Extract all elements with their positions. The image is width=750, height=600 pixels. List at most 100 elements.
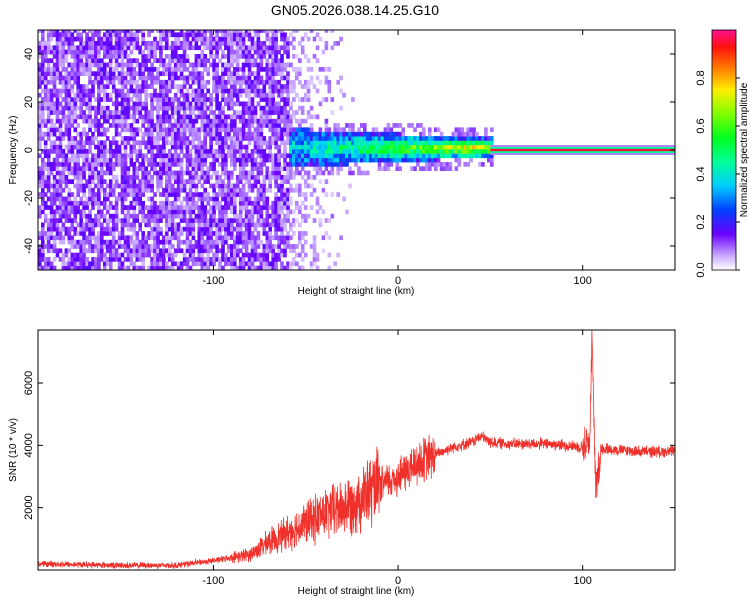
spectrogram-cell bbox=[61, 166, 66, 171]
spectrogram-cell bbox=[147, 114, 151, 120]
spectrogram-cell bbox=[312, 153, 317, 159]
spectrogram-cell bbox=[141, 105, 145, 111]
spectrogram-cell bbox=[253, 183, 258, 189]
spectrogram-cell bbox=[58, 131, 63, 137]
spectrogram-cell bbox=[135, 170, 140, 176]
spectrogram-cell bbox=[79, 222, 83, 228]
spectrogram-cell bbox=[442, 149, 447, 154]
spectrogram-cell bbox=[126, 41, 131, 46]
spectrogram-cell bbox=[280, 54, 284, 59]
spectrogram-cell bbox=[451, 131, 456, 137]
spectrogram-cell bbox=[206, 30, 210, 33]
spectrogram-cell bbox=[351, 144, 355, 150]
spectrogram-cell bbox=[67, 192, 72, 197]
spectrogram-cell bbox=[61, 75, 66, 81]
spectrogram-cell bbox=[298, 205, 302, 210]
spectrogram-cell bbox=[108, 248, 113, 254]
spectrogram-cell bbox=[404, 140, 408, 146]
spectrogram-cell bbox=[247, 75, 252, 81]
spectrogram-cell bbox=[97, 205, 101, 210]
spectrogram-cell bbox=[67, 136, 72, 141]
spectrogram-cell bbox=[147, 144, 151, 150]
spectrogram-cell bbox=[253, 75, 258, 81]
spectrogram-cell bbox=[170, 131, 175, 137]
spectrogram-cell bbox=[129, 131, 134, 137]
spectrogram-cell bbox=[97, 144, 101, 150]
spectrogram-cell bbox=[82, 110, 86, 115]
spectrogram-cell bbox=[76, 32, 80, 38]
spectrogram-cell bbox=[203, 175, 207, 180]
spectrogram-cell bbox=[292, 175, 296, 180]
spectrogram-cell bbox=[203, 261, 207, 267]
spectrogram-cell bbox=[315, 58, 320, 63]
spectrogram-cell bbox=[88, 149, 92, 154]
spectrogram-cell bbox=[185, 67, 190, 72]
spectrogram-cell bbox=[227, 97, 231, 102]
spectrogram-cell bbox=[168, 226, 172, 232]
spectrogram-cell bbox=[277, 110, 281, 115]
spectrogram-cell bbox=[97, 84, 101, 89]
spectrogram-cell bbox=[233, 92, 237, 98]
spectrogram-cell bbox=[129, 226, 134, 232]
spectrogram-cell bbox=[43, 183, 48, 189]
spectrogram-cell bbox=[247, 218, 252, 223]
spectrogram-cell bbox=[88, 75, 92, 81]
spectrogram-cell bbox=[153, 218, 157, 223]
spectrogram-cell bbox=[247, 257, 252, 262]
spectrogram-cell bbox=[197, 235, 202, 241]
spectrogram-cell bbox=[114, 118, 119, 124]
spectrogram-cell bbox=[38, 114, 42, 120]
spectrogram-cell bbox=[247, 183, 252, 189]
spectrogram-cell bbox=[141, 84, 145, 89]
spectrogram-cell bbox=[79, 265, 83, 270]
spectrogram-cell bbox=[88, 45, 92, 51]
spectrogram-cell bbox=[309, 205, 314, 210]
spectrogram-cell bbox=[298, 265, 302, 270]
spectrogram-cell bbox=[105, 45, 110, 51]
spectrogram-cell bbox=[58, 200, 63, 206]
spectrogram-cell bbox=[129, 192, 134, 197]
spectrogram-cell bbox=[103, 153, 107, 159]
spectrogram-cell bbox=[374, 153, 379, 159]
spectrogram-cell bbox=[41, 239, 45, 245]
spectrogram-cell bbox=[117, 261, 122, 267]
spectrogram-cell bbox=[173, 187, 178, 193]
spectrogram-cell bbox=[49, 213, 54, 219]
spectrogram-cell bbox=[82, 257, 86, 262]
spectrogram-cell bbox=[41, 75, 45, 81]
spectrogram-cell bbox=[407, 136, 411, 141]
spectrogram-cell bbox=[315, 170, 320, 176]
spectrogram-cell bbox=[170, 45, 175, 51]
spectrogram-cell bbox=[271, 175, 275, 180]
spectrogram-cell bbox=[283, 45, 287, 51]
spectrogram-cell bbox=[197, 222, 202, 228]
spectrogram-cell bbox=[250, 231, 255, 236]
colorbar-label: Normalized spectral amplitude bbox=[739, 82, 750, 217]
spectrogram-cell bbox=[46, 196, 51, 202]
spectrogram-cell bbox=[55, 54, 60, 59]
spectrogram-cell bbox=[235, 131, 240, 137]
spectrogram-cell bbox=[43, 140, 48, 146]
spectrogram-cell bbox=[70, 36, 75, 42]
spectrogram-cell bbox=[295, 149, 299, 154]
spectrogram-cell bbox=[79, 105, 83, 111]
spectrogram-cell bbox=[165, 88, 169, 94]
spectrogram-cell bbox=[197, 30, 202, 33]
spectrogram-cell bbox=[79, 110, 83, 115]
spectrogram-cell bbox=[363, 123, 367, 128]
spectrogram-cell bbox=[333, 157, 337, 163]
spectrogram-cell bbox=[324, 157, 329, 163]
spectrogram-cell bbox=[188, 179, 193, 184]
spectrogram-cell bbox=[141, 179, 145, 184]
spectrogram-cell bbox=[94, 45, 98, 51]
spectrogram-cell bbox=[265, 231, 270, 236]
spectrogram-cell bbox=[336, 149, 340, 154]
spectrogram-cell bbox=[212, 209, 216, 215]
spectrogram-cell bbox=[200, 75, 205, 81]
spectrogram-cell bbox=[262, 30, 267, 33]
spectrogram-cell bbox=[215, 71, 219, 76]
spectrogram-cell bbox=[221, 170, 225, 176]
spectrogram-cell bbox=[268, 105, 272, 111]
spectrogram-cell bbox=[165, 79, 169, 85]
spectrogram-cell bbox=[212, 45, 216, 51]
